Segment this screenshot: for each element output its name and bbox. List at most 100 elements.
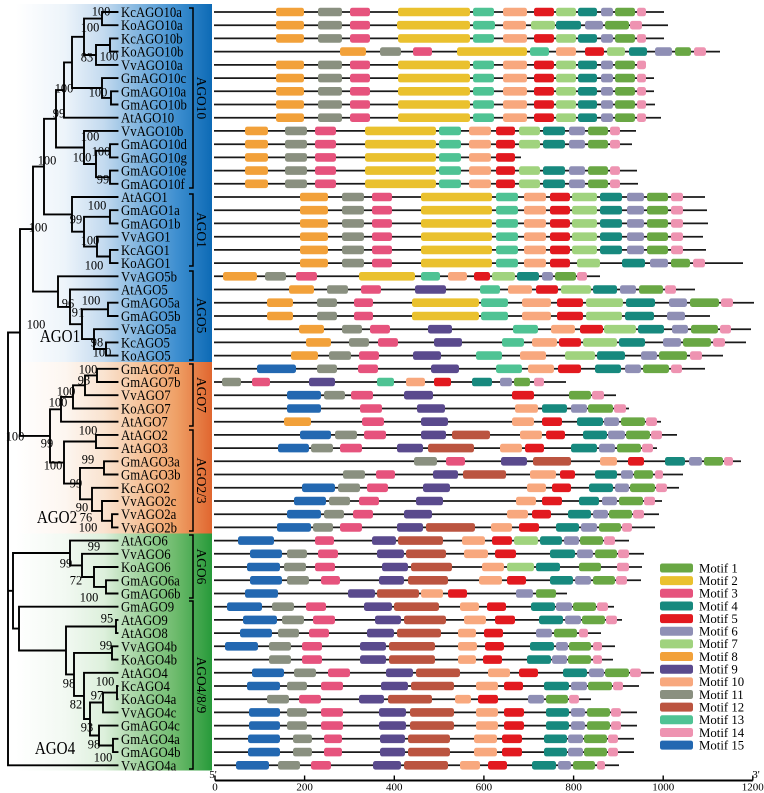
svg-text:GmAGO5b: GmAGO5b bbox=[121, 308, 180, 325]
svg-text:Motif 5: Motif 5 bbox=[699, 612, 738, 626]
svg-text:Motif 8: Motif 8 bbox=[699, 650, 738, 664]
svg-text:0: 0 bbox=[212, 782, 218, 793]
svg-text:99: 99 bbox=[97, 172, 109, 186]
svg-text:100: 100 bbox=[93, 345, 112, 359]
svg-text:KoAGO4a: KoAGO4a bbox=[121, 691, 177, 708]
svg-text:100: 100 bbox=[89, 85, 108, 99]
svg-text:AGO4: AGO4 bbox=[35, 738, 76, 759]
svg-text:GmAGO4c: GmAGO4c bbox=[121, 718, 180, 735]
svg-text:99: 99 bbox=[70, 476, 82, 490]
svg-text:Motif 6: Motif 6 bbox=[699, 625, 738, 639]
svg-text:Motif 2: Motif 2 bbox=[699, 574, 738, 588]
svg-text:99: 99 bbox=[60, 556, 72, 570]
svg-text:100: 100 bbox=[29, 220, 48, 234]
svg-text:100: 100 bbox=[81, 233, 100, 247]
svg-text:99: 99 bbox=[88, 539, 100, 553]
svg-text:100: 100 bbox=[100, 49, 119, 63]
svg-text:100: 100 bbox=[79, 362, 98, 376]
svg-text:KoAGO5: KoAGO5 bbox=[121, 348, 171, 365]
svg-text:800: 800 bbox=[565, 782, 582, 793]
svg-text:76: 76 bbox=[80, 510, 92, 524]
svg-text:AGO6: AGO6 bbox=[194, 549, 209, 585]
svg-text:GmAGO10c: GmAGO10c bbox=[121, 70, 186, 87]
svg-text:93: 93 bbox=[81, 720, 93, 734]
svg-text:100: 100 bbox=[92, 144, 111, 158]
svg-text:AGO7: AGO7 bbox=[194, 377, 209, 413]
svg-text:GmAGO7b: GmAGO7b bbox=[121, 374, 180, 391]
svg-text:AtAGO9: AtAGO9 bbox=[121, 612, 168, 629]
svg-text:VvAGO2c: VvAGO2c bbox=[121, 493, 176, 510]
svg-text:GmAGO1a: GmAGO1a bbox=[121, 202, 180, 219]
svg-text:Motif 9: Motif 9 bbox=[699, 663, 738, 677]
svg-text:600: 600 bbox=[476, 782, 493, 793]
svg-text:VvAGO10a: VvAGO10a bbox=[121, 57, 183, 74]
svg-text:Motif 4: Motif 4 bbox=[699, 599, 738, 613]
svg-text:AGO2/3: AGO2/3 bbox=[194, 457, 209, 503]
svg-text:AtAGO7: AtAGO7 bbox=[121, 414, 168, 431]
svg-text:Motif 13: Motif 13 bbox=[699, 713, 744, 727]
svg-text:KoAGO7: KoAGO7 bbox=[121, 401, 171, 418]
svg-text:100: 100 bbox=[6, 429, 25, 443]
svg-text:Motif 11: Motif 11 bbox=[699, 688, 744, 702]
svg-text:KoAGO6: KoAGO6 bbox=[121, 559, 171, 576]
svg-text:AtAGO5: AtAGO5 bbox=[121, 282, 168, 299]
svg-text:99: 99 bbox=[100, 638, 112, 652]
svg-text:96: 96 bbox=[62, 296, 74, 310]
svg-text:99: 99 bbox=[82, 452, 94, 466]
svg-text:Motif 3: Motif 3 bbox=[699, 587, 738, 601]
svg-text:AtAGO1: AtAGO1 bbox=[121, 189, 168, 206]
svg-text:AGO4/8/9: AGO4/8/9 bbox=[194, 657, 209, 714]
svg-text:AGO1: AGO1 bbox=[194, 212, 209, 248]
svg-text:KcAGO1: KcAGO1 bbox=[121, 242, 170, 259]
svg-text:400: 400 bbox=[386, 782, 403, 793]
svg-text:Motif 12: Motif 12 bbox=[699, 700, 744, 714]
svg-text:GmAGO10d: GmAGO10d bbox=[121, 136, 187, 153]
svg-text:GmAGO3b: GmAGO3b bbox=[121, 467, 180, 484]
svg-text:95: 95 bbox=[101, 611, 113, 625]
svg-text:98: 98 bbox=[88, 737, 100, 751]
svg-text:91: 91 bbox=[72, 305, 84, 319]
svg-text:100: 100 bbox=[82, 293, 101, 307]
svg-text:99: 99 bbox=[53, 106, 65, 120]
svg-text:GmAGO3a: GmAGO3a bbox=[121, 453, 180, 470]
svg-text:KcAGO10b: KcAGO10b bbox=[121, 30, 183, 47]
svg-text:VvAGO6: VvAGO6 bbox=[121, 546, 171, 563]
svg-text:GmAGO9: GmAGO9 bbox=[121, 599, 174, 616]
svg-text:GmAGO4b: GmAGO4b bbox=[121, 744, 180, 761]
svg-text:KcAGO2: KcAGO2 bbox=[121, 480, 170, 497]
svg-text:VvAGO4c: VvAGO4c bbox=[121, 704, 176, 721]
svg-text:VvAGO10b: VvAGO10b bbox=[121, 123, 183, 140]
svg-text:AtAGO8: AtAGO8 bbox=[121, 625, 168, 642]
svg-text:AtAGO10: AtAGO10 bbox=[121, 110, 174, 127]
svg-text:KcAGO4: KcAGO4 bbox=[121, 678, 170, 695]
svg-text:100: 100 bbox=[85, 258, 104, 272]
svg-text:VvAGO4a: VvAGO4a bbox=[121, 757, 177, 774]
svg-text:GmAGO6a: GmAGO6a bbox=[121, 572, 180, 589]
svg-text:100: 100 bbox=[27, 317, 46, 331]
svg-text:AtAGO2: AtAGO2 bbox=[121, 427, 168, 444]
svg-text:VvAGO1: VvAGO1 bbox=[121, 229, 171, 246]
svg-text:100: 100 bbox=[92, 4, 111, 18]
svg-text:GmAGO10g: GmAGO10g bbox=[121, 149, 187, 166]
svg-text:KoAGO10b: KoAGO10b bbox=[121, 44, 183, 61]
svg-text:100: 100 bbox=[79, 423, 98, 437]
svg-text:100: 100 bbox=[55, 81, 74, 95]
svg-text:Motif 1: Motif 1 bbox=[699, 561, 738, 575]
svg-text:GmAGO10b: GmAGO10b bbox=[121, 97, 187, 114]
svg-text:VvAGO7: VvAGO7 bbox=[121, 387, 171, 404]
svg-text:3': 3' bbox=[752, 769, 760, 781]
svg-text:100: 100 bbox=[79, 520, 98, 534]
svg-text:100: 100 bbox=[94, 750, 113, 764]
svg-text:93: 93 bbox=[78, 373, 90, 387]
svg-text:1200: 1200 bbox=[742, 782, 764, 793]
svg-text:AGO5: AGO5 bbox=[194, 298, 209, 334]
svg-text:Motif 14: Motif 14 bbox=[699, 726, 745, 740]
svg-text:100: 100 bbox=[73, 150, 92, 164]
svg-text:KoAGO10a: KoAGO10a bbox=[121, 17, 183, 34]
svg-text:GmAGO10a: GmAGO10a bbox=[121, 83, 187, 100]
svg-text:VvAGO5a: VvAGO5a bbox=[121, 321, 177, 338]
svg-text:KcAGO10a: KcAGO10a bbox=[121, 4, 183, 21]
svg-text:97: 97 bbox=[91, 688, 103, 702]
svg-text:Motif 15: Motif 15 bbox=[699, 738, 744, 752]
svg-text:AtAGO3: AtAGO3 bbox=[121, 440, 168, 457]
